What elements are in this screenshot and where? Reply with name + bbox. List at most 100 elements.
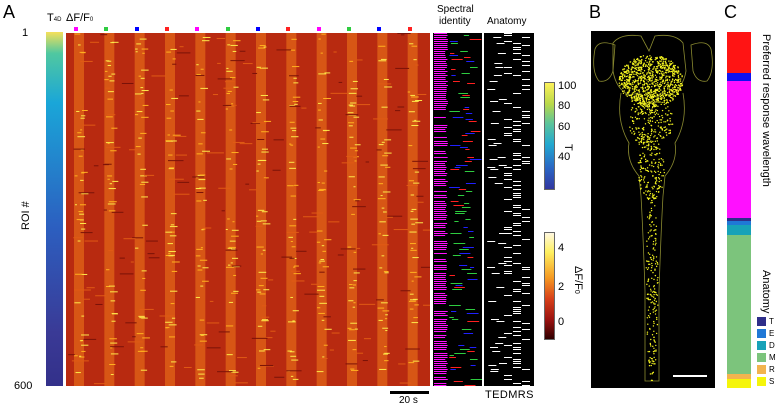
noise-streak (289, 105, 301, 107)
response-streak (263, 289, 270, 291)
neuron-dot (655, 180, 658, 182)
anatomy-mark (513, 289, 521, 290)
neuron-dot (643, 118, 646, 120)
neuron-dot (662, 159, 664, 161)
neuron-dot (638, 134, 641, 136)
response-streak (80, 129, 83, 131)
noise-streak (123, 238, 136, 240)
response-streak (318, 189, 324, 191)
neuron-dot (643, 129, 645, 131)
neuron-dot (639, 180, 641, 182)
response-streak (76, 110, 80, 112)
response-streak (292, 310, 299, 312)
neuron-dot (651, 262, 653, 265)
neuron-dot (654, 341, 656, 343)
neuron-dot (681, 84, 683, 87)
response-streak (289, 143, 292, 145)
response-streak (410, 249, 417, 251)
neuron-dot (647, 238, 650, 240)
noise-streak (345, 114, 359, 116)
response-streak (197, 118, 204, 120)
stimulus-marker (104, 27, 109, 31)
spectral-mark (450, 283, 463, 284)
response-streak (165, 104, 171, 106)
neuron-dot (657, 113, 659, 116)
spectral-magenta-row (434, 219, 447, 220)
neuron-dot (648, 138, 650, 140)
spectral-magenta-row (434, 321, 447, 322)
anatomy-mark (513, 347, 521, 348)
anatomy-mark (522, 71, 530, 72)
response-streak (353, 280, 357, 282)
neuron-dot (665, 72, 668, 74)
neuron-dot (639, 80, 642, 82)
spectral-magenta-row (434, 299, 447, 300)
neuron-dot (656, 89, 659, 92)
neuron-dot (667, 81, 669, 84)
anatomy-mark (522, 325, 530, 326)
anatomy-mark (504, 199, 512, 200)
response-streak (202, 228, 206, 230)
response-streak (348, 284, 353, 286)
response-streak (201, 229, 204, 231)
response-streak (407, 91, 411, 93)
spectral-mark (449, 55, 459, 56)
response-streak (410, 271, 417, 273)
anatomy-mark (522, 65, 530, 66)
anatomy-mark (522, 279, 530, 280)
neuron-dot (653, 288, 656, 290)
spectral-magenta-row (434, 379, 448, 380)
spectral-mark (467, 279, 478, 280)
noise-streak (345, 363, 358, 365)
neuron-dot (661, 75, 663, 77)
spectral-mark (469, 39, 482, 40)
neuron-dot (627, 82, 629, 85)
noise-streak (353, 268, 366, 270)
spectral-magenta-row (434, 375, 446, 376)
neuron-dot (646, 297, 648, 300)
spectral-mark (455, 285, 463, 286)
neuron-dot (650, 141, 653, 143)
response-streak (105, 142, 114, 144)
neuron-dot (660, 70, 662, 73)
spectral-mark (468, 121, 477, 122)
response-streak (81, 350, 86, 352)
neuron-dot (634, 116, 637, 118)
response-streak (318, 38, 321, 40)
neuron-dot (649, 79, 651, 82)
spectral-mark (452, 289, 463, 290)
anatomy-mark (498, 363, 507, 364)
neuron-dot (660, 84, 663, 86)
neuron-dot (662, 60, 665, 62)
neuron-dot (655, 92, 657, 94)
response-band (134, 33, 145, 386)
response-streak (384, 360, 389, 362)
neuron-dot (663, 121, 665, 123)
spectral-mark (467, 321, 480, 322)
response-streak (256, 66, 262, 68)
spectral-magenta-row (434, 339, 446, 340)
anatomy-mark (513, 249, 521, 250)
response-streak (318, 73, 327, 75)
neuron-dot (641, 110, 643, 112)
noise-streak (111, 211, 124, 213)
neuron-dot (629, 130, 632, 132)
neuron-dot (653, 170, 656, 172)
anatomy-mark (498, 233, 507, 234)
noise-streak (331, 332, 340, 334)
spectral-magenta-row (434, 159, 448, 160)
noise-streak (172, 63, 177, 65)
response-streak (414, 119, 417, 121)
spectral-magenta-row (434, 69, 446, 70)
spectral-mark (454, 167, 461, 168)
neuron-dot (647, 68, 650, 71)
response-streak (415, 100, 423, 102)
spectral-magenta-row (434, 127, 447, 128)
neuron-dot (649, 141, 651, 143)
response-streak (290, 49, 296, 51)
response-streak (412, 120, 421, 122)
response-streak (81, 110, 88, 112)
neuron-dot (663, 67, 666, 69)
response-streak (200, 132, 206, 134)
neuron-dot (651, 295, 653, 298)
